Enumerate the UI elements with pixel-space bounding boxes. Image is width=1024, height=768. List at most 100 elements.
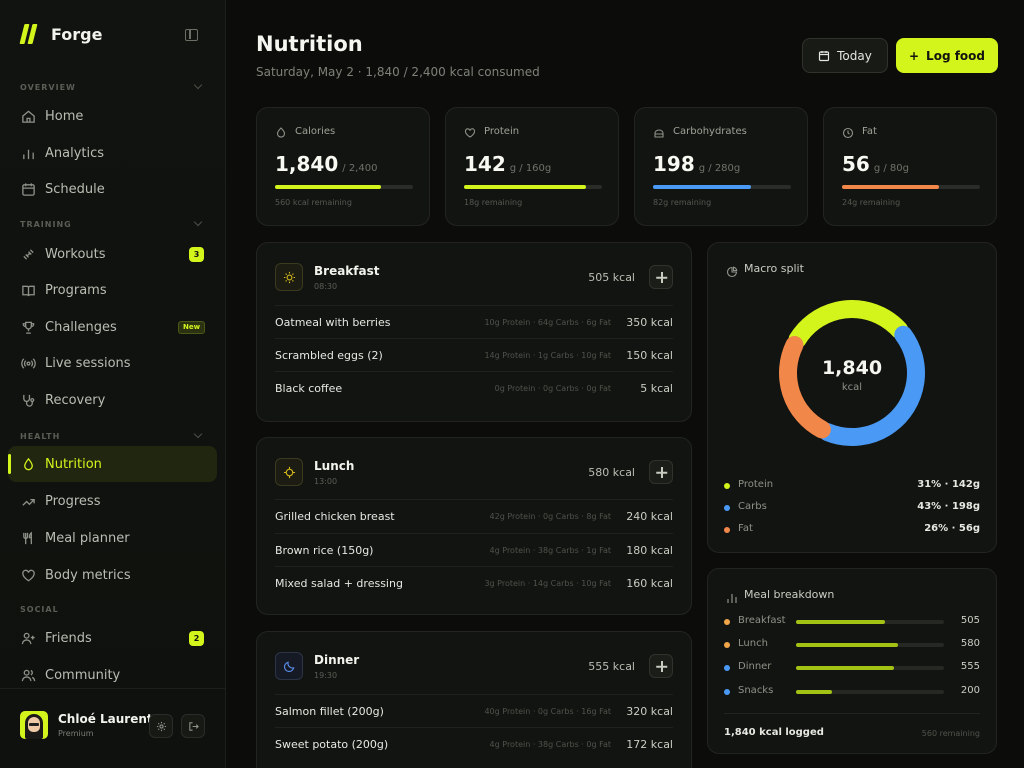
stat-remaining: 24g remaining [842, 198, 901, 207]
food-kcal: 172 kcal [626, 738, 673, 751]
sidebar-item-live-sessions[interactable]: Live sessions [8, 345, 217, 381]
sidebar-item-friends[interactable]: Friends 2 [8, 620, 217, 656]
stat-value: 56 [842, 152, 870, 176]
stat-remaining: 82g remaining [653, 198, 712, 207]
sidebar-item-workouts[interactable]: Workouts 3 [8, 236, 217, 272]
sidebar-item-nutrition[interactable]: Nutrition [8, 446, 217, 482]
food-row[interactable]: Mixed salad + dressing 3g Protein · 14g … [275, 566, 673, 599]
chevron-down-icon[interactable] [193, 429, 203, 439]
sidebar-item-progress[interactable]: Progress [8, 483, 217, 519]
settings-button[interactable] [149, 714, 173, 738]
breakdown-value: 580 [960, 638, 980, 649]
trophy-icon [21, 320, 36, 335]
meal-card-lunch: Lunch 13:00 580 kcal Grilled chicken bre… [256, 437, 692, 615]
sidebar-item-label: Programs [45, 282, 107, 298]
sidebar-item-analytics[interactable]: Analytics [8, 135, 217, 171]
bread-icon [653, 127, 665, 139]
food-macros: 40g Protein · 0g Carbs · 16g Fat [484, 707, 611, 716]
stat-label: Calories [295, 126, 336, 137]
legend-row-carbs: Carbs 43% · 198g [724, 501, 980, 517]
chevron-down-icon[interactable] [193, 217, 203, 227]
logout-icon [189, 722, 199, 731]
food-row[interactable]: Sweet potato (200g) 4g Protein · 38g Car… [275, 727, 673, 760]
pie-chart-icon [726, 263, 738, 278]
clock-icon [842, 127, 854, 139]
sidebar-item-schedule[interactable]: Schedule [8, 171, 217, 207]
breakdown-bar-fill [796, 690, 832, 694]
breakdown-value: 505 [960, 615, 980, 626]
breakdown-value: 200 [960, 685, 980, 696]
add-food-button[interactable] [649, 654, 673, 678]
sidebar-item-community[interactable]: Community [8, 657, 217, 693]
breakdown-name: Dinner [738, 661, 772, 672]
legend-value: 43% · 198g [917, 501, 980, 512]
meal-time: 13:00 [314, 477, 338, 486]
sidebar-item-label: Workouts [45, 246, 106, 262]
food-kcal: 160 kcal [626, 577, 673, 590]
logout-button[interactable] [181, 714, 205, 738]
today-button[interactable]: Today [802, 38, 888, 73]
add-food-button[interactable] [649, 460, 673, 484]
food-name: Scrambled eggs (2) [275, 349, 383, 362]
user-name: Chloé Laurent [58, 712, 153, 726]
progress-fill [842, 185, 939, 189]
food-row[interactable]: Grilled chicken breast 42g Protein · 0g … [275, 499, 673, 532]
log-food-button[interactable]: + Log food [896, 38, 998, 73]
meal-card-breakfast: Breakfast 08:30 505 kcal Oatmeal with be… [256, 242, 692, 422]
progress-fill [275, 185, 381, 189]
section-label-overview: OVERVIEW [20, 83, 76, 92]
sidebar-item-label: Live sessions [45, 355, 131, 371]
stat-label: Carbohydrates [673, 126, 747, 137]
food-row[interactable]: Black coffee 0g Protein · 0g Carbs · 0g … [275, 371, 673, 404]
meal-name: Lunch [314, 459, 355, 473]
food-macros: 0g Protein · 0g Carbs · 0g Fat [494, 384, 611, 393]
stat-label: Protein [484, 126, 520, 137]
sidebar-toggle-icon[interactable] [185, 29, 198, 41]
breakdown-value: 555 [960, 661, 980, 672]
breakdown-dot [724, 665, 730, 671]
food-row[interactable]: Scrambled eggs (2) 14g Protein · 1g Carb… [275, 338, 673, 371]
legend-name: Carbs [738, 501, 767, 512]
book-icon [21, 283, 36, 298]
progress-bar [275, 185, 413, 189]
utensils-icon [21, 531, 36, 546]
food-row[interactable]: Salmon fillet (200g) 40g Protein · 0g Ca… [275, 694, 673, 727]
sidebar-item-label: Progress [45, 493, 101, 509]
food-row[interactable]: Oatmeal with berries 10g Protein · 64g C… [275, 305, 673, 338]
meal-name: Dinner [314, 653, 360, 667]
calendar-icon [21, 182, 36, 197]
brand-name: Forge [51, 24, 103, 44]
food-macros: 3g Protein · 14g Carbs · 10g Fat [484, 579, 611, 588]
sidebar-item-home[interactable]: Home [8, 98, 217, 134]
stat-card-carbohydrates: Carbohydrates 198 g / 280g 82g remaining [634, 107, 808, 226]
food-kcal: 180 kcal [626, 544, 673, 557]
food-name: Oatmeal with berries [275, 316, 391, 329]
food-row[interactable]: Brown rice (150g) 4g Protein · 38g Carbs… [275, 533, 673, 566]
add-food-button[interactable] [649, 265, 673, 289]
brand[interactable]: Forge [19, 24, 103, 44]
page-subtitle: Saturday, May 2 · 1,840 / 2,400 kcal con… [256, 65, 540, 79]
sidebar-item-meal-planner[interactable]: Meal planner [8, 520, 217, 556]
legend-dot [724, 483, 730, 489]
sidebar-item-label: Body metrics [45, 567, 131, 583]
avatar[interactable] [20, 711, 48, 739]
sidebar-item-programs[interactable]: Programs [8, 272, 217, 308]
forge-logo-icon [19, 24, 38, 44]
workouts-count-badge: 3 [189, 247, 204, 262]
sidebar-item-label: Friends [45, 630, 92, 646]
sidebar-item-recovery[interactable]: Recovery [8, 382, 217, 418]
food-name: Black coffee [275, 382, 343, 395]
sidebar-item-challenges[interactable]: Challenges New [8, 309, 217, 345]
food-kcal: 5 kcal [640, 382, 673, 395]
sidebar-item-body-metrics[interactable]: Body metrics [8, 557, 217, 593]
chevron-down-icon[interactable] [193, 80, 203, 90]
stat-remaining: 560 kcal remaining [275, 198, 352, 207]
meal-breakdown-title: Meal breakdown [744, 588, 835, 601]
donut-segment-fat [779, 300, 925, 446]
sidebar-item-label: Community [45, 667, 121, 683]
section-label-training: TRAINING [20, 220, 72, 229]
sun-icon [275, 263, 303, 291]
food-name: Sweet potato (200g) [275, 738, 389, 751]
bar-chart-icon [726, 589, 738, 603]
progress-fill [464, 185, 587, 189]
